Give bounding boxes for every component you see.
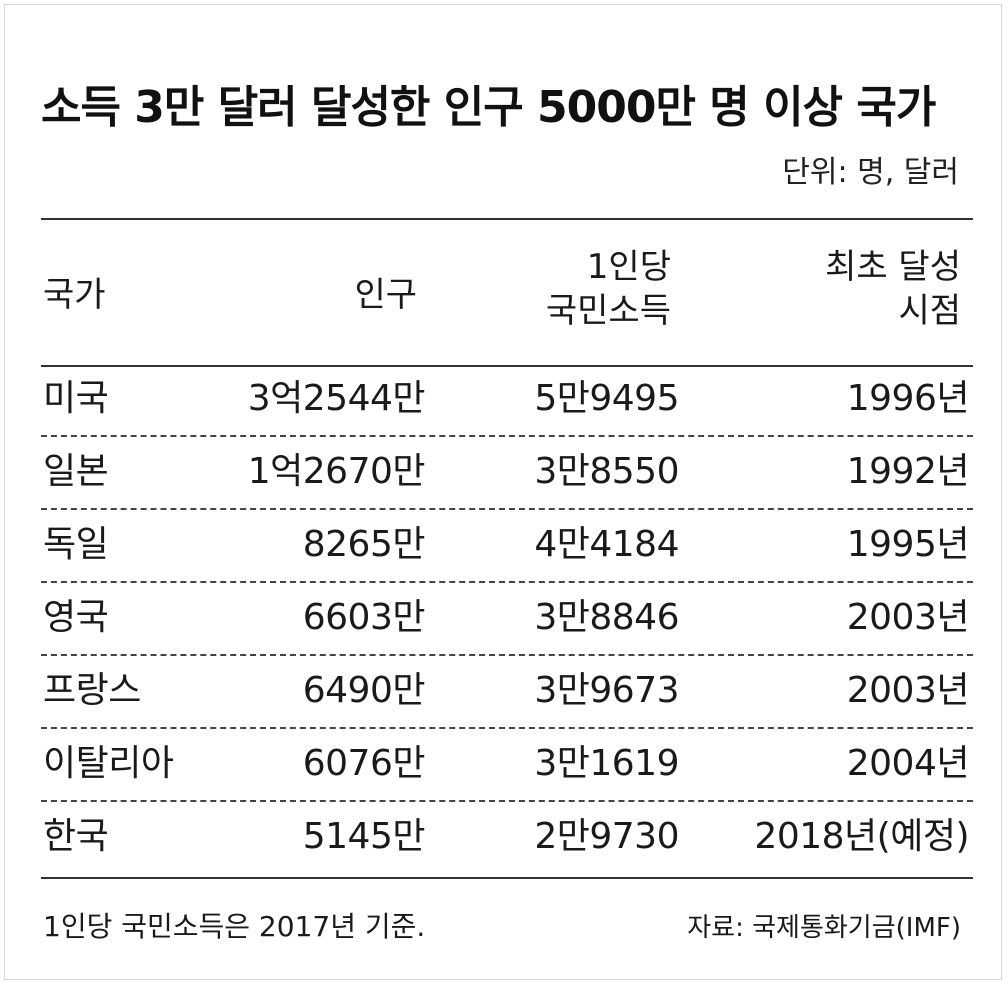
cell-country: 일본	[43, 451, 109, 492]
table-title: 소득 3만 달러 달성한 인구 5000만 명 이상 국가	[41, 82, 936, 133]
footnote: 1인당 국민소득은 2017년 기준.	[43, 910, 426, 943]
header-income-line1: 1인당	[586, 247, 671, 287]
table-frame: 소득 3만 달러 달성한 인구 5000만 명 이상 국가 단위: 명, 달러 …	[4, 4, 1002, 980]
cell-year: 1996년	[846, 378, 970, 419]
table-row: 프랑스 6490만 3만9673 2003년	[41, 655, 973, 729]
table-row: 독일 8265만 4만4184 1995년	[41, 509, 973, 583]
cell-population: 6603만	[302, 597, 426, 638]
cell-year: 1995년	[846, 524, 970, 565]
header-rule	[41, 365, 973, 367]
top-rule	[41, 218, 973, 220]
header-country: 국가	[43, 275, 106, 315]
cell-income: 4만4184	[534, 524, 679, 565]
source-credit: 자료: 국제통화기금(IMF)	[687, 913, 961, 943]
cell-income: 3만8550	[534, 451, 679, 492]
cell-country: 한국	[43, 816, 109, 857]
table-row: 한국 5145만 2만9730 2018년(예정)	[41, 801, 973, 873]
cell-population: 6076만	[302, 743, 426, 784]
header-population: 인구	[354, 275, 417, 315]
cell-year: 2003년	[846, 597, 970, 638]
header-income: 1인당 국민소득	[546, 245, 671, 333]
cell-population: 3억2544만	[247, 378, 426, 419]
cell-income: 3만9673	[534, 670, 679, 711]
table-row: 이탈리아 6076만 3만1619 2004년	[41, 728, 973, 802]
bottom-rule	[41, 877, 973, 879]
header-year: 최초 달성 시점	[825, 245, 961, 333]
cell-population: 5145만	[302, 816, 426, 857]
cell-year: 2003년	[846, 670, 970, 711]
cell-year: 2004년	[846, 743, 970, 784]
cell-country: 독일	[43, 524, 109, 565]
cell-year: 1992년	[846, 451, 970, 492]
cell-country: 프랑스	[43, 670, 141, 711]
header-income-line2: 국민소득	[545, 291, 671, 331]
cell-country: 미국	[43, 378, 109, 419]
cell-income: 3만1619	[534, 743, 679, 784]
cell-population: 8265만	[302, 524, 426, 565]
cell-income: 2만9730	[534, 816, 679, 857]
cell-population: 1억2670만	[247, 451, 426, 492]
cell-income: 3만8846	[534, 597, 679, 638]
cell-population: 6490만	[302, 670, 426, 711]
header-year-line1: 최초 달성	[825, 247, 961, 287]
cell-income: 5만9495	[534, 378, 679, 419]
table-row: 영국 6603만 3만8846 2003년	[41, 582, 973, 656]
cell-country: 영국	[43, 597, 109, 638]
cell-country: 이탈리아	[43, 743, 174, 784]
unit-label: 단위: 명, 달러	[782, 155, 959, 190]
table-row: 미국 3억2544만 5만9495 1996년	[41, 363, 973, 437]
header-year-line2: 시점	[898, 291, 961, 331]
table-row: 일본 1억2670만 3만8550 1992년	[41, 436, 973, 510]
cell-year: 2018년(예정)	[754, 816, 969, 857]
